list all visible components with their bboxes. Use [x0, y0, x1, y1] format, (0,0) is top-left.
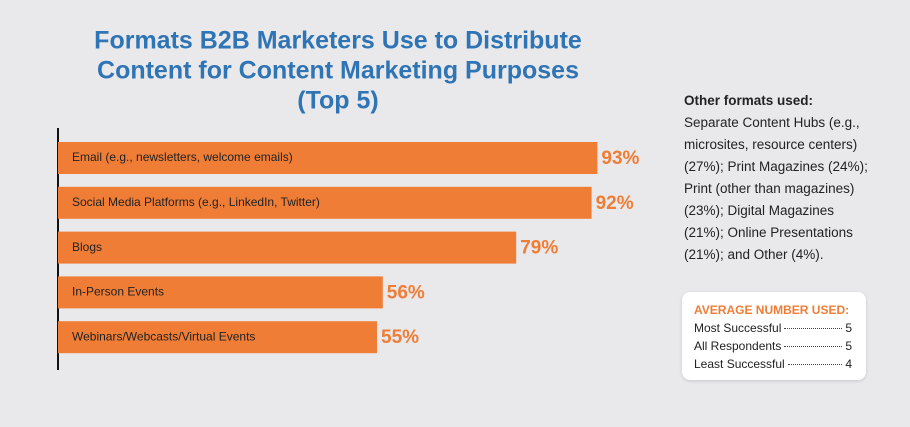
row-value: 5	[845, 321, 852, 335]
category-label: Webinars/Webcasts/Virtual Events	[72, 329, 255, 343]
box-row: All Respondents 5	[694, 339, 852, 357]
row-label: Least Successful	[694, 357, 785, 371]
bar	[58, 231, 517, 264]
box-row: Least Successful 4	[694, 357, 852, 375]
chart-title: (Top 5)	[297, 87, 378, 115]
notes-line: (21%); Online Presentations	[684, 225, 853, 240]
box-heading: AVERAGE NUMBER USED:	[694, 303, 850, 317]
category-label: In-Person Events	[72, 285, 164, 299]
value-label: 56%	[387, 282, 425, 303]
other-formats-note: Other formats used: Separate Content Hubs…	[684, 90, 894, 266]
notes-line: (23%); Digital Magazines	[684, 203, 835, 218]
box-row: Most Successful 5	[694, 321, 852, 339]
row-value: 4	[845, 357, 852, 371]
bar	[58, 142, 598, 174]
category-label: Blogs	[72, 240, 102, 254]
notes-line: microsites, resource centers)	[684, 137, 858, 152]
row-value: 5	[845, 339, 852, 353]
bar	[58, 321, 377, 354]
notes-line: (27%); Print Magazines (24%);	[684, 159, 868, 174]
bar	[58, 186, 592, 219]
chart-title: Content for Content Marketing Purposes	[97, 57, 579, 85]
notes-heading: Other formats used:	[684, 93, 814, 108]
notes-line: (21%); and Other (4%).	[684, 247, 824, 262]
value-label: 93%	[601, 148, 639, 169]
notes-line: Print (other than magazines)	[684, 181, 855, 196]
value-label: 92%	[596, 193, 634, 214]
value-label: 55%	[381, 327, 419, 348]
category-label: Email (e.g., newsletters, welcome emails…	[72, 150, 293, 164]
chart-title: Formats B2B Marketers Use to Distribute	[94, 27, 582, 55]
bar	[58, 276, 383, 309]
row-label: Most Successful	[694, 321, 782, 335]
leader-dots	[784, 346, 843, 347]
notes-line: Separate Content Hubs (e.g.,	[684, 115, 860, 130]
row-label: All Respondents	[694, 339, 782, 353]
category-label: Social Media Platforms (e.g., LinkedIn, …	[72, 195, 320, 209]
leader-dots	[784, 328, 843, 329]
leader-dots	[787, 364, 843, 365]
value-label: 79%	[520, 238, 558, 259]
average-box: AVERAGE NUMBER USED: Most Successful 5 All …	[682, 292, 866, 380]
